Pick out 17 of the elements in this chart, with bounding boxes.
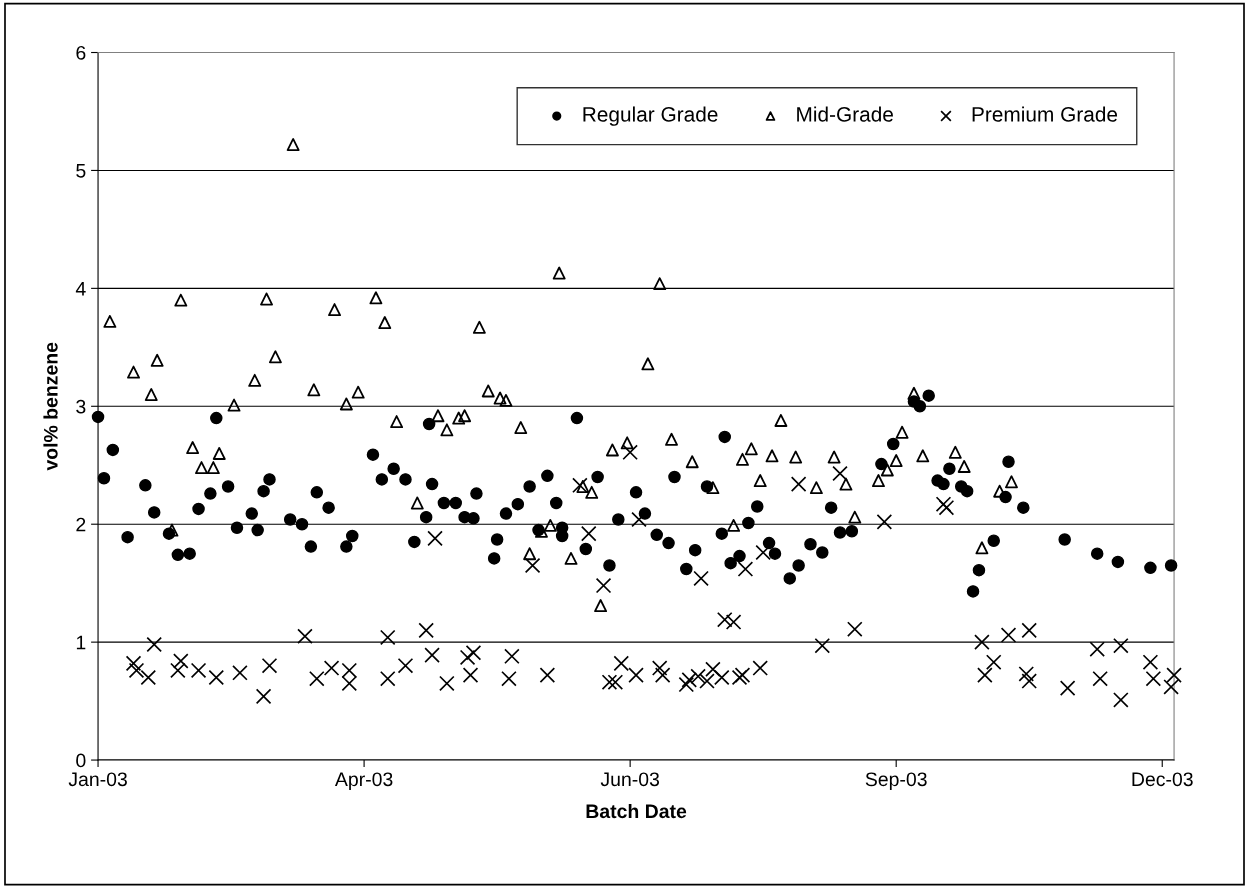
y-tick-label: 4 xyxy=(75,282,86,296)
legend-label: Regular Grade xyxy=(583,106,718,126)
x-tick-label: Jun-03 xyxy=(600,772,660,787)
y-tick-label: 5 xyxy=(76,164,86,178)
x-tick-label: Sep-03 xyxy=(865,772,927,790)
x-tick-label: Jan-03 xyxy=(68,772,127,787)
legend-label: Mid-Grade xyxy=(797,106,893,122)
y-tick-label: 3 xyxy=(76,399,86,414)
y-tick-label: 0 xyxy=(76,753,86,768)
y-tick-label: 6 xyxy=(76,45,86,60)
legend-label: Premium Grade xyxy=(972,106,1118,122)
x-tick-label: Apr-03 xyxy=(334,772,393,790)
x-tick-label: Dec-03 xyxy=(1132,772,1193,787)
y-tick-label: 1 xyxy=(76,635,86,650)
y-axis-title: vol% benzene xyxy=(43,342,58,471)
x-axis-title: Batch Date xyxy=(586,803,687,819)
y-tick-label: 2 xyxy=(76,517,86,532)
